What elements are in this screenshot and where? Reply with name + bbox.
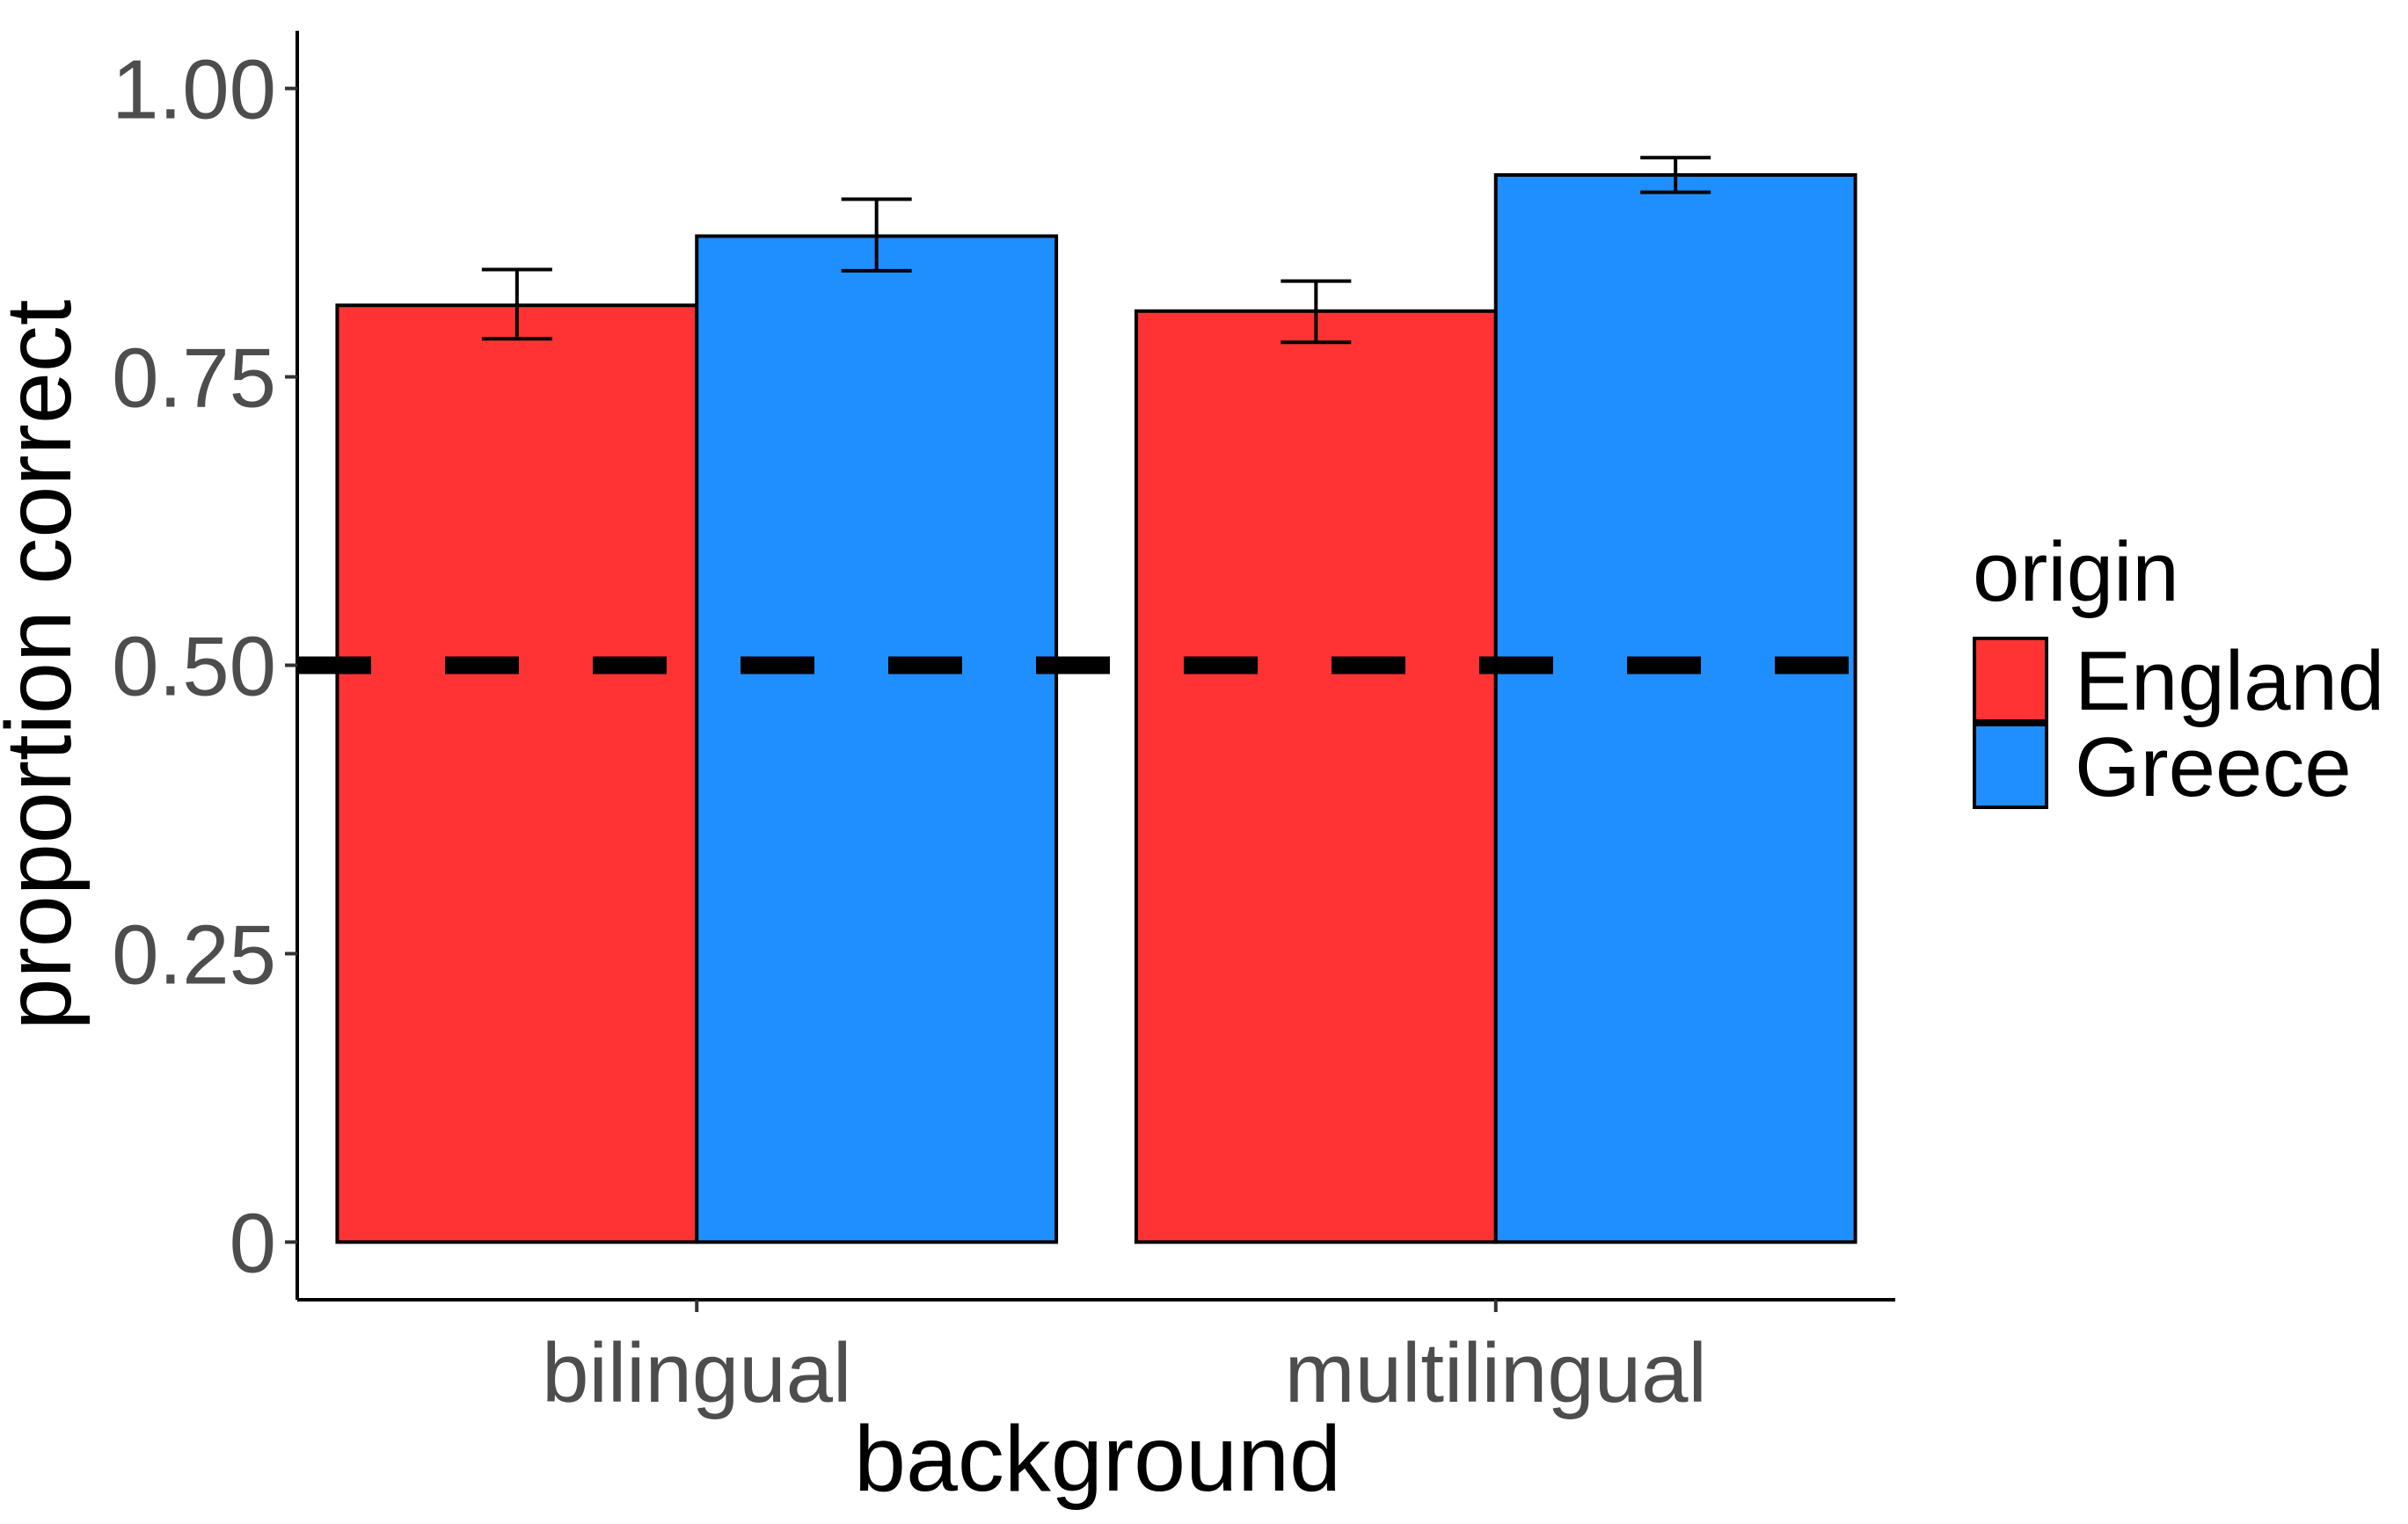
bar-greece-bilingual — [695, 234, 1059, 1244]
x-tick-label: bilingual — [542, 1326, 851, 1420]
legend-title: origin — [1973, 525, 2179, 619]
bar-england-multilingual — [1134, 309, 1498, 1244]
legend-key-greece — [1973, 723, 2048, 809]
y-tick-label: 0 — [230, 1196, 276, 1290]
error-bar-england-bilingual — [481, 267, 552, 341]
y-axis-title: proportion correct — [0, 300, 91, 1031]
y-tick-label: 0.50 — [112, 620, 276, 714]
bar-england-bilingual — [335, 303, 699, 1244]
legend-key-england — [1973, 637, 2048, 723]
bar-greece-multilingual — [1493, 172, 1857, 1244]
x-tick-label: multilingual — [1285, 1326, 1707, 1420]
legend-label-england: England — [2075, 634, 2384, 728]
y-tick-label: 1.00 — [112, 43, 276, 137]
plot-area — [297, 156, 1895, 1244]
x-axis-title: background — [854, 1407, 1341, 1511]
y-tick-label: 0.75 — [112, 332, 276, 426]
error-bar-greece-multilingual — [1640, 156, 1711, 194]
legend-label-greece: Greece — [2075, 720, 2352, 814]
error-bar-england-multilingual — [1281, 279, 1352, 345]
y-tick-label: 0.25 — [112, 908, 276, 1002]
axes: 0 0.25 0.50 0.75 1.00 bilingual multilingual — [112, 31, 1895, 1420]
error-bar-greece-bilingual — [841, 197, 912, 273]
